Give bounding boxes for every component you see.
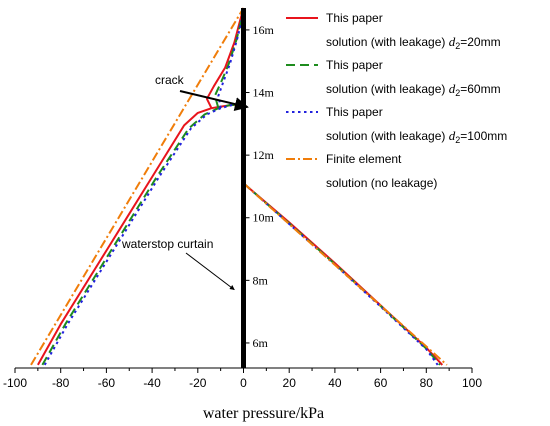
depth-label: 14m	[253, 86, 275, 100]
x-tick-label: -100	[3, 376, 27, 390]
depth-ticks: 16m 14m 12m 10m 8m 6m	[243, 23, 275, 350]
series-1-left-line	[37, 104, 244, 366]
legend-label-2-line2: solution (with leakage) d2=60mm	[326, 81, 501, 98]
x-tick-label: 60	[374, 376, 388, 390]
depth-label: 8m	[253, 273, 269, 287]
x-tick-label: 80	[420, 376, 434, 390]
crack-label: crack	[155, 73, 185, 87]
series-2-left-line	[41, 104, 244, 366]
legend-label-4-line2: solution (no leakage)	[326, 176, 437, 190]
depth-label: 16m	[253, 23, 275, 37]
depth-label: 10m	[253, 211, 275, 225]
crack-annotation: crack	[155, 73, 249, 111]
x-tick-label: 0	[240, 376, 247, 390]
waterstop-annotation: waterstop curtain	[121, 237, 235, 291]
waterstop-curtain-arrow	[185, 252, 235, 291]
x-tick-label: 40	[328, 376, 342, 390]
legend-label-2-line1: This paper	[326, 58, 383, 72]
legend: This paper solution (with leakage) d2=20m…	[286, 11, 507, 190]
legend-label-1-line2: solution (with leakage) d2=20mm	[326, 34, 501, 51]
legend-label-1-line1: This paper	[326, 11, 383, 25]
depth-label: 12m	[253, 148, 275, 162]
x-tick-label: -60	[98, 376, 116, 390]
depth-label: 6m	[253, 336, 269, 350]
series-2-right-line	[242, 182, 441, 366]
x-tick-label: -40	[143, 376, 161, 390]
x-tick-label: -20	[189, 376, 207, 390]
x-axis-title: water pressure/kPa	[203, 405, 324, 422]
waterstop-curtain-label: waterstop curtain	[121, 237, 213, 251]
series-4-right-line	[242, 182, 448, 366]
x-tick-label: 100	[462, 376, 482, 390]
x-axis-ticks: -100 -80 -60 -40 -20 0 20 40 60 80 100	[3, 368, 482, 390]
crack-arrow	[179, 90, 249, 111]
series-4-left-line	[30, 7, 245, 366]
legend-label-3-line2: solution (with leakage) d2=100mm	[326, 128, 507, 145]
series-3-left-line	[43, 104, 244, 366]
series-1-notch-line	[205, 7, 245, 109]
x-tick-label: 20	[283, 376, 297, 390]
legend-label-3-line1: This paper	[326, 105, 383, 119]
legend-label-4-line1: Finite element	[326, 152, 402, 166]
x-tick-label: -80	[52, 376, 70, 390]
